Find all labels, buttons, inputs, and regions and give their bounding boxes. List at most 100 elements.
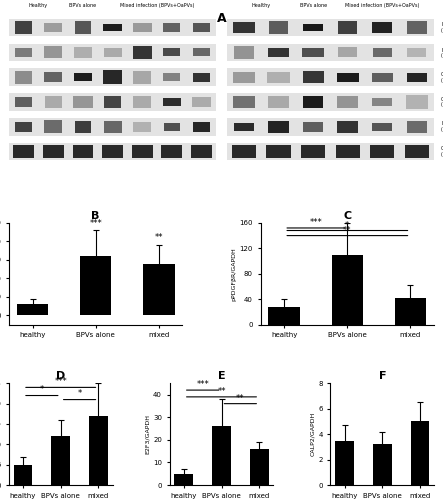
Title: D: D (56, 371, 66, 381)
Bar (373, 123, 392, 131)
Bar (9, 18, 216, 36)
Bar (212, 426, 231, 485)
Text: BPVs alone: BPVs alone (299, 2, 326, 7)
Text: *: * (40, 386, 44, 394)
Bar (303, 24, 323, 32)
Bar (73, 146, 93, 158)
Bar (163, 48, 180, 56)
Bar (44, 72, 62, 82)
Bar (13, 146, 34, 158)
Title: E: E (218, 371, 225, 381)
Bar (268, 307, 300, 324)
Bar (372, 22, 392, 32)
Bar (132, 46, 152, 59)
Bar (227, 94, 434, 110)
Bar (337, 96, 358, 108)
Bar (302, 48, 324, 56)
Bar (227, 68, 434, 86)
Title: B: B (91, 210, 100, 220)
Bar (407, 20, 427, 34)
Bar (335, 440, 354, 485)
Bar (15, 98, 32, 106)
Bar (104, 48, 122, 56)
Text: Healthy: Healthy (29, 2, 48, 7)
Bar (193, 48, 210, 56)
Bar (74, 121, 91, 133)
Bar (337, 72, 359, 82)
Bar (233, 72, 255, 83)
Text: *: * (78, 390, 82, 398)
Bar (75, 21, 91, 34)
Bar (9, 143, 216, 160)
Text: CALP2
(82 kDa): CALP2 (82 kDa) (441, 72, 443, 83)
Bar (411, 422, 429, 485)
Bar (163, 23, 180, 32)
Bar (89, 416, 108, 485)
Text: GAPDH
(37 kDa): GAPDH (37 kDa) (441, 146, 443, 157)
Bar (15, 20, 32, 34)
Bar (407, 48, 427, 56)
Bar (163, 123, 180, 130)
Bar (269, 21, 288, 34)
Text: PDGFβR
(190 kDa): PDGFβR (190 kDa) (441, 22, 443, 33)
Bar (9, 44, 216, 61)
Bar (43, 146, 64, 158)
Text: *: * (345, 221, 350, 230)
Text: ***: *** (309, 218, 322, 228)
Bar (405, 146, 429, 158)
Bar (227, 118, 434, 136)
Bar (407, 73, 427, 82)
Bar (250, 449, 268, 485)
Bar (227, 18, 434, 36)
Bar (74, 46, 92, 58)
Title: F: F (378, 371, 386, 381)
Text: ***: *** (89, 218, 102, 228)
Bar (407, 120, 427, 133)
Text: **: ** (236, 394, 245, 402)
Bar (268, 72, 290, 83)
Bar (45, 96, 62, 108)
Bar (163, 98, 181, 106)
Bar (372, 72, 392, 82)
Text: Mixed infection (BPVs+OaPVs): Mixed infection (BPVs+OaPVs) (345, 2, 420, 7)
Bar (193, 23, 210, 32)
Bar (395, 298, 426, 324)
Text: BPVs alone: BPVs alone (70, 2, 97, 7)
Bar (331, 254, 363, 324)
Bar (132, 146, 152, 158)
Bar (234, 46, 254, 58)
Bar (17, 304, 48, 316)
Text: CALP1
(82 kDa): CALP1 (82 kDa) (441, 96, 443, 108)
Text: A: A (217, 12, 226, 26)
Bar (44, 23, 62, 32)
Text: pPDGFβR
(190 kDa): pPDGFβR (190 kDa) (441, 47, 443, 58)
Bar (9, 118, 216, 136)
Bar (14, 464, 32, 485)
Bar (133, 96, 152, 108)
Bar (336, 146, 360, 158)
Bar (303, 96, 323, 108)
Bar (234, 123, 254, 130)
Bar (51, 436, 70, 485)
Bar (191, 146, 212, 158)
Text: ***: *** (54, 377, 67, 386)
Bar (227, 143, 434, 160)
Bar (192, 97, 210, 107)
Bar (80, 256, 112, 316)
Bar (44, 120, 62, 134)
Bar (103, 24, 122, 31)
Bar (105, 96, 121, 108)
Bar (133, 122, 151, 132)
Bar (74, 96, 93, 108)
Bar (74, 73, 92, 82)
Bar (102, 146, 123, 158)
Bar (193, 122, 210, 132)
Bar (373, 444, 392, 485)
Text: **: ** (155, 234, 163, 242)
Bar (16, 70, 32, 84)
Bar (227, 44, 434, 61)
Bar (338, 22, 357, 34)
Bar (337, 121, 358, 133)
Bar (9, 94, 216, 110)
Bar (15, 122, 32, 132)
